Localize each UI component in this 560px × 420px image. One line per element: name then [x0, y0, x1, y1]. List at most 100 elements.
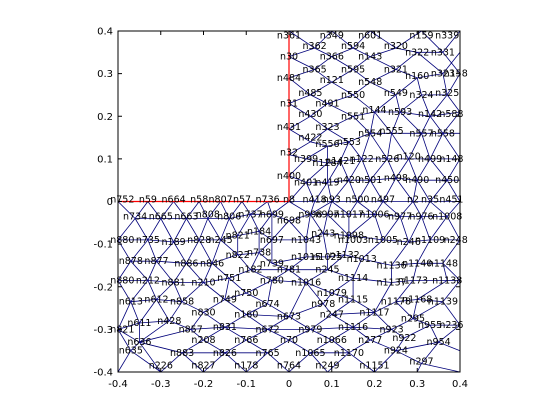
mesh-edge [395, 69, 418, 79]
node-label: n57 [233, 194, 251, 205]
mesh-edge [442, 52, 461, 74]
mesh-edge [421, 133, 431, 160]
mesh-edge [348, 180, 358, 202]
node-label: n1098 [334, 231, 364, 242]
mesh-edge [348, 339, 371, 354]
mesh-edge [395, 301, 414, 319]
mesh-edge [322, 214, 328, 234]
mesh-edge [408, 133, 422, 160]
node-label: n178 [234, 361, 258, 372]
mesh-edge [237, 230, 260, 236]
mesh-edge [374, 312, 392, 330]
node-label: n739 [260, 258, 284, 269]
mesh-edge [421, 201, 431, 217]
node-label: n674 [256, 299, 280, 310]
mesh-edge [207, 201, 221, 219]
mesh-edge [168, 301, 183, 322]
node-label: n497 [371, 194, 395, 205]
mesh-edge [348, 352, 375, 373]
mesh-edge [395, 158, 410, 179]
mesh-edge [288, 141, 311, 155]
mesh-edge [306, 158, 328, 164]
mesh-edge [348, 213, 375, 236]
mesh-edge [369, 158, 388, 181]
node-label: n998 [298, 209, 322, 220]
mesh-edge [446, 94, 461, 113]
mesh-edge [353, 277, 392, 283]
mesh-edge [370, 69, 397, 83]
mesh-edge [267, 201, 273, 215]
mesh-edge [382, 216, 401, 241]
node-label: n321 [384, 64, 408, 75]
node-label: n485 [298, 88, 322, 99]
mesh-edge [169, 320, 191, 330]
mesh-edge [438, 341, 461, 352]
mesh-edge [246, 314, 290, 317]
mesh-edge [160, 218, 174, 243]
node-label: n248 [444, 235, 468, 246]
node-label: n59 [139, 194, 157, 205]
mesh-edge [156, 299, 170, 322]
node-label: n245 [315, 265, 339, 276]
node-label: n736 [256, 194, 280, 205]
mesh-edge [130, 280, 149, 302]
mesh-edge [310, 214, 324, 234]
node-label: n781 [277, 265, 301, 276]
mesh-edge [258, 230, 273, 241]
node-label: n664 [162, 194, 186, 205]
node-label: n886 [174, 258, 198, 269]
mesh-edge [267, 280, 273, 304]
mesh-edge [305, 233, 324, 241]
node-label: n1079 [317, 288, 347, 299]
node-label: n1170 [334, 348, 364, 359]
mesh-edge [395, 177, 418, 181]
node-label: n978 [311, 299, 335, 310]
node-label: n1132 [329, 250, 359, 261]
mesh-edge [250, 201, 268, 215]
node-label: n808 [196, 209, 220, 220]
node-label: n419 [315, 177, 339, 188]
mesh-edge [156, 299, 183, 303]
mesh-edge [207, 218, 221, 241]
mesh-edge [198, 201, 209, 219]
mesh-edge [399, 216, 410, 243]
node-label: n780 [260, 275, 284, 286]
mesh-edge [310, 339, 333, 354]
node-label: n323 [431, 69, 455, 80]
node-label: n822 [226, 250, 250, 261]
mesh-edge [224, 352, 247, 373]
mesh-edge [438, 324, 461, 343]
x-tick-label: -0.4 [108, 379, 128, 390]
mesh-edges [117, 30, 461, 373]
mesh-edge [139, 299, 157, 324]
mesh-edge [429, 201, 448, 217]
mesh-edge [314, 30, 333, 49]
node-label: n32 [280, 148, 298, 159]
mesh-edge [327, 179, 349, 183]
mesh-edge [391, 329, 405, 339]
x-tick-label: -0.1 [236, 379, 256, 390]
node-label: n612 [144, 295, 168, 306]
node-label: n635 [119, 346, 143, 357]
node-label: n1115 [338, 295, 368, 306]
mesh-edge [374, 282, 392, 313]
mesh-edge [417, 73, 443, 79]
mesh-edge [288, 182, 307, 202]
mesh-edge [288, 329, 311, 341]
node-label: n1421 [325, 156, 355, 167]
mesh-edge [421, 216, 431, 241]
y-tick-label: 0 [107, 197, 113, 208]
node-label: n556 [315, 139, 339, 150]
x-tick-label: -0.3 [151, 379, 171, 390]
mesh-edge [352, 326, 371, 341]
mesh-edge [412, 318, 431, 326]
mesh-edge [374, 350, 397, 373]
node-label: n806 [217, 211, 241, 222]
mesh-edge [190, 326, 225, 330]
mesh-edge [386, 158, 397, 179]
node-label: n148 [439, 154, 463, 165]
mesh-edge [446, 158, 461, 181]
mesh-edge [429, 158, 448, 181]
mesh-edge [395, 299, 418, 303]
node-label: n526 [375, 154, 399, 165]
